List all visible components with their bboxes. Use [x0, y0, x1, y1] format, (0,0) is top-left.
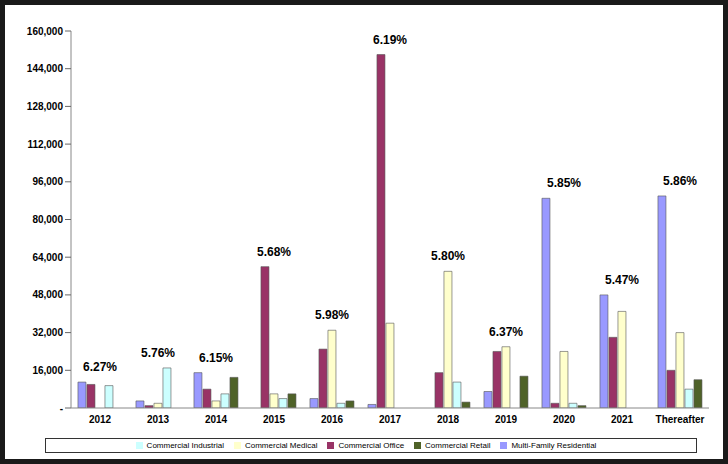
svg-text:5.85%: 5.85% — [547, 176, 581, 190]
svg-text:2014: 2014 — [205, 414, 228, 425]
svg-text:48,000: 48,000 — [32, 289, 63, 300]
svg-text:16,000: 16,000 — [32, 365, 63, 376]
html-text:Commercial Office: Commercial Office — [338, 441, 405, 450]
svg-text:128,000: 128,000 — [27, 101, 64, 112]
svg-text:2016: 2016 — [321, 414, 344, 425]
svg-text:6.15%: 6.15% — [199, 351, 233, 365]
svg-text:32,000: 32,000 — [32, 327, 63, 338]
svg-text:-: - — [60, 403, 63, 414]
svg-text:2015: 2015 — [263, 414, 286, 425]
svg-text:2018: 2018 — [437, 414, 460, 425]
html-text:Commercial Medical: Commercial Medical — [245, 441, 318, 450]
html-text:Commercial Retail: Commercial Retail — [425, 441, 491, 450]
svg-text:2012: 2012 — [89, 414, 112, 425]
svg-text:2020: 2020 — [553, 414, 576, 425]
svg-text:5.47%: 5.47% — [605, 273, 639, 287]
svg-text:2021: 2021 — [611, 414, 634, 425]
svg-text:Thereafter: Thereafter — [656, 414, 705, 425]
svg-text:112,000: 112,000 — [27, 139, 63, 150]
html-text:Commercial Industrial: Commercial Industrial — [146, 441, 224, 450]
svg-text:2013: 2013 — [147, 414, 170, 425]
svg-text:5.76%: 5.76% — [141, 346, 175, 360]
svg-text:2019: 2019 — [495, 414, 518, 425]
svg-text:2017: 2017 — [379, 414, 402, 425]
svg-text:64,000: 64,000 — [32, 252, 63, 263]
svg-text:5.68%: 5.68% — [257, 245, 291, 259]
svg-text:5.98%: 5.98% — [315, 308, 349, 322]
svg-text:6.19%: 6.19% — [373, 33, 407, 47]
svg-text:5.86%: 5.86% — [663, 174, 697, 188]
svg-text:6.27%: 6.27% — [83, 360, 117, 374]
svg-text:5.80%: 5.80% — [431, 249, 465, 263]
svg-text:160,000: 160,000 — [27, 26, 64, 37]
html-text:Multi-Family Residential: Multi-Family Residential — [511, 441, 597, 450]
svg-text:6.37%: 6.37% — [489, 325, 523, 339]
svg-text:96,000: 96,000 — [32, 176, 63, 187]
svg-text:144,000: 144,000 — [27, 63, 64, 74]
svg-text:80,000: 80,000 — [32, 214, 63, 225]
